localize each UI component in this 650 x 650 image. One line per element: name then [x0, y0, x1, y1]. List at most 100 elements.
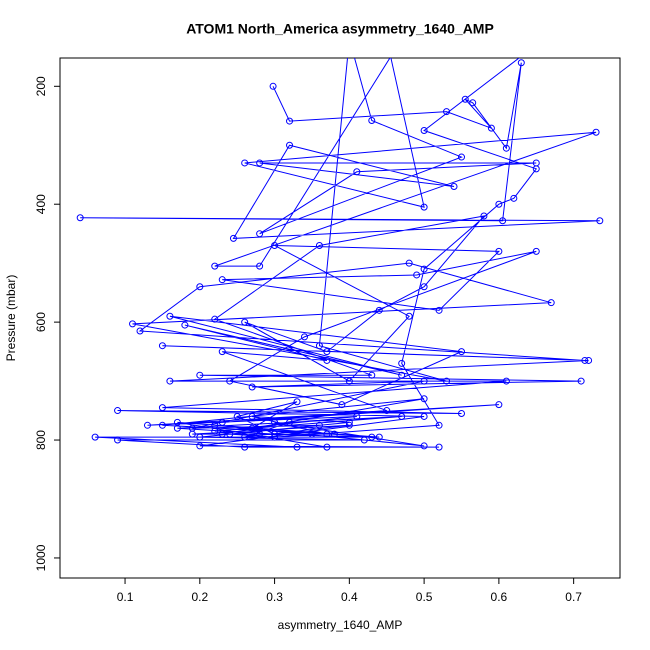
data-point: [532, 247, 540, 255]
data-point: [241, 159, 249, 167]
data-point: [248, 412, 256, 420]
data-point: [435, 443, 443, 451]
data-point: [143, 421, 151, 429]
data-point: [323, 348, 331, 356]
data-point: [129, 320, 137, 328]
data-point: [166, 312, 174, 320]
data-point: [581, 356, 589, 364]
data-point: [495, 401, 503, 409]
data-point: [226, 377, 234, 385]
data-point: [286, 117, 294, 125]
data-point: [196, 371, 204, 379]
x-tick-label: 0.5: [416, 590, 433, 604]
data-point: [457, 410, 465, 418]
chart-title: ATOM1 North_America asymmetry_1640_AMP: [186, 21, 494, 37]
data-point: [323, 430, 331, 438]
data-point: [315, 421, 323, 429]
data-point: [368, 116, 376, 124]
data-point: [188, 430, 196, 438]
data-point: [293, 398, 301, 406]
data-point: [383, 407, 391, 415]
data-point: [375, 306, 383, 314]
x-tick-label: 0.6: [491, 590, 508, 604]
data-point: [435, 421, 443, 429]
data-point: [338, 401, 346, 409]
data-point: [405, 259, 413, 267]
data-point: [269, 82, 277, 90]
data-point: [420, 283, 428, 291]
data-point: [353, 412, 361, 420]
data-point: [596, 217, 604, 225]
data-point: [435, 306, 443, 314]
data-point: [248, 383, 256, 391]
data-point: [158, 421, 166, 429]
data-point: [405, 312, 413, 320]
x-tick-label: 0.4: [341, 590, 358, 604]
data-point: [420, 265, 428, 273]
x-tick-label: 0.2: [191, 590, 208, 604]
data-point: [450, 183, 458, 191]
data-point: [293, 443, 301, 451]
data-point: [495, 200, 503, 208]
data-point: [196, 433, 204, 441]
data-point: [166, 377, 174, 385]
data-point: [315, 241, 323, 249]
data-point: [398, 371, 406, 379]
data-point: [532, 165, 540, 173]
data-point: [229, 234, 237, 242]
data-point: [443, 108, 451, 116]
y-axis-label: Pressure (mbar): [4, 275, 18, 362]
data-point: [368, 433, 376, 441]
data-point: [592, 128, 600, 136]
data-point: [502, 377, 510, 385]
data-point: [226, 430, 234, 438]
data-point: [136, 327, 144, 335]
y-tick-label: 600: [34, 312, 48, 332]
data-point: [443, 377, 451, 385]
data-point: [211, 315, 219, 323]
data-point: [420, 395, 428, 403]
data-point: [457, 153, 465, 161]
data-point: [480, 212, 488, 220]
data-point: [461, 95, 469, 103]
data-point: [345, 377, 353, 385]
data-point: [420, 127, 428, 135]
data-point: [286, 141, 294, 149]
data-point: [241, 443, 249, 451]
data-point: [487, 124, 495, 132]
data-point: [420, 377, 428, 385]
x-tick-label: 0.7: [565, 590, 582, 604]
data-point: [345, 418, 353, 426]
data-point: [218, 430, 226, 438]
data-point: [323, 356, 331, 364]
data-point: [398, 359, 406, 367]
data-point: [420, 442, 428, 450]
data-point: [241, 433, 249, 441]
data-point: [502, 144, 510, 152]
data-point: [114, 407, 122, 415]
data-point: [271, 430, 279, 438]
data-point: [271, 433, 279, 441]
data-point: [300, 333, 308, 341]
x-axis-label: asymmetry_1640_AMP: [278, 618, 403, 632]
data-point: [218, 276, 226, 284]
x-tick-label: 0.3: [266, 590, 283, 604]
data-point: [211, 421, 219, 429]
y-tick-label: 400: [34, 194, 48, 214]
data-point: [469, 99, 477, 107]
data-point: [181, 321, 189, 329]
data-point: [196, 442, 204, 450]
data-point: [577, 377, 585, 385]
data-point: [196, 283, 204, 291]
data-point: [360, 436, 368, 444]
data-point: [91, 433, 99, 441]
plot-area: [76, 58, 604, 451]
data-point: [286, 418, 294, 426]
data-point: [420, 412, 428, 420]
data-point: [218, 418, 226, 426]
data-point: [233, 412, 241, 420]
y-tick-label: 800: [34, 430, 48, 450]
data-point: [256, 230, 264, 238]
